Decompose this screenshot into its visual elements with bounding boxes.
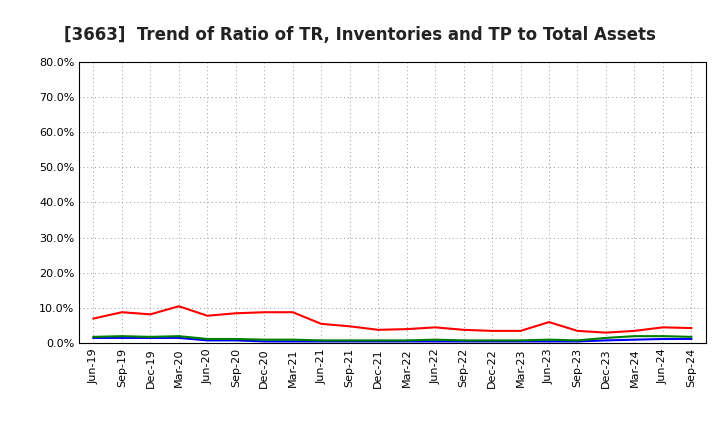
Trade Payables — [174, 334, 183, 339]
Inventories — [203, 338, 212, 343]
Trade Receivables — [117, 310, 126, 315]
Line: Trade Receivables: Trade Receivables — [94, 306, 691, 333]
Trade Receivables — [687, 326, 696, 331]
Trade Receivables — [573, 328, 582, 334]
Trade Receivables — [146, 312, 155, 317]
Trade Receivables — [545, 319, 554, 325]
Trade Payables — [516, 338, 525, 343]
Trade Payables — [317, 338, 325, 343]
Inventories — [431, 339, 439, 344]
Trade Payables — [374, 338, 382, 343]
Trade Payables — [146, 334, 155, 340]
Trade Receivables — [346, 324, 354, 329]
Inventories — [516, 339, 525, 344]
Trade Receivables — [232, 311, 240, 316]
Inventories — [89, 335, 98, 341]
Trade Receivables — [402, 326, 411, 332]
Inventories — [117, 335, 126, 341]
Trade Payables — [687, 334, 696, 340]
Trade Receivables — [203, 313, 212, 319]
Line: Inventories: Inventories — [94, 338, 691, 341]
Trade Receivables — [289, 310, 297, 315]
Trade Payables — [487, 338, 496, 343]
Inventories — [573, 339, 582, 344]
Inventories — [260, 339, 269, 344]
Trade Payables — [602, 335, 611, 341]
Trade Payables — [431, 337, 439, 342]
Inventories — [289, 339, 297, 344]
Inventories — [687, 336, 696, 341]
Text: [3663]  Trend of Ratio of TR, Inventories and TP to Total Assets: [3663] Trend of Ratio of TR, Inventories… — [64, 26, 656, 44]
Trade Receivables — [459, 327, 468, 333]
Trade Payables — [260, 337, 269, 342]
Trade Receivables — [174, 304, 183, 309]
Trade Payables — [203, 336, 212, 341]
Trade Payables — [630, 334, 639, 339]
Trade Receivables — [89, 316, 98, 321]
Trade Receivables — [516, 328, 525, 334]
Trade Payables — [659, 334, 667, 339]
Inventories — [146, 335, 155, 341]
Trade Payables — [573, 338, 582, 343]
Trade Payables — [545, 337, 554, 342]
Inventories — [487, 339, 496, 344]
Trade Payables — [346, 338, 354, 343]
Inventories — [459, 339, 468, 344]
Inventories — [174, 335, 183, 341]
Trade Payables — [402, 338, 411, 343]
Trade Receivables — [630, 328, 639, 334]
Inventories — [602, 338, 611, 343]
Inventories — [545, 339, 554, 344]
Trade Receivables — [260, 310, 269, 315]
Trade Receivables — [317, 321, 325, 326]
Trade Payables — [232, 336, 240, 341]
Inventories — [232, 338, 240, 343]
Inventories — [346, 339, 354, 344]
Trade Receivables — [374, 327, 382, 333]
Inventories — [317, 339, 325, 344]
Trade Receivables — [487, 328, 496, 334]
Trade Receivables — [659, 325, 667, 330]
Inventories — [630, 337, 639, 342]
Trade Receivables — [431, 325, 439, 330]
Line: Trade Payables: Trade Payables — [94, 336, 691, 341]
Trade Payables — [89, 334, 98, 340]
Inventories — [374, 339, 382, 344]
Inventories — [402, 339, 411, 344]
Trade Receivables — [602, 330, 611, 335]
Trade Payables — [459, 338, 468, 343]
Inventories — [659, 336, 667, 341]
Trade Payables — [289, 337, 297, 342]
Trade Payables — [117, 334, 126, 339]
